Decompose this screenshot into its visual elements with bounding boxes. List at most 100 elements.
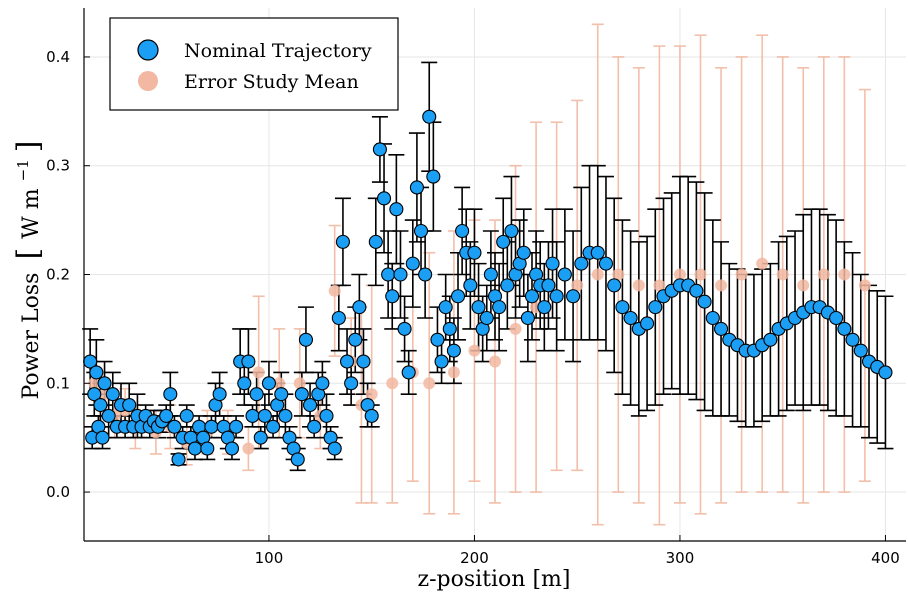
error-study-point: [423, 377, 436, 390]
x-tick-label: 100: [255, 549, 284, 567]
nominal-point: [566, 289, 581, 304]
nominal-point: [302, 397, 318, 413]
nominal-point: [492, 300, 507, 315]
error-study-point: [735, 268, 748, 281]
nominal-point: [689, 283, 704, 298]
error-study-point: [273, 377, 286, 390]
nominal-point: [537, 300, 552, 315]
nominal-point: [422, 109, 437, 124]
nominal-point: [274, 387, 289, 402]
nominal-markers: [83, 109, 893, 467]
y-tick-label: 0.2: [46, 266, 70, 284]
error-study-point: [653, 279, 666, 292]
nominal-point: [705, 310, 720, 326]
error-study-point: [756, 257, 769, 270]
legend-label-nominal: Nominal Trajectory: [184, 40, 372, 62]
nominal-point: [372, 142, 387, 157]
error-study-point: [776, 268, 789, 281]
nominal-point: [253, 430, 268, 445]
nominal-point: [504, 223, 519, 239]
error-study-point: [838, 268, 851, 281]
nominal-point: [385, 289, 400, 304]
nominal-point: [257, 408, 272, 423]
nominal-point: [241, 354, 256, 369]
nominal-point: [516, 245, 531, 260]
nominal-point: [697, 294, 712, 309]
error-study-point: [468, 344, 481, 357]
nominal-point: [463, 278, 478, 293]
x-axis-label: z-position [m]: [418, 567, 571, 592]
nominal-point: [327, 441, 342, 456]
nominal-point: [541, 278, 556, 293]
error-study-point: [242, 442, 255, 455]
nominal-point: [294, 387, 309, 402]
error-study-point: [715, 279, 728, 292]
x-tick-label: 300: [666, 549, 695, 567]
nominal-point: [426, 169, 441, 184]
error-study-point: [632, 279, 645, 292]
error-study-point: [88, 377, 101, 390]
nominal-point: [845, 332, 860, 347]
nominal-point: [467, 245, 482, 260]
y-tick-label: 0.1: [46, 374, 70, 392]
nominal-point: [389, 202, 404, 217]
nominal-point: [339, 354, 355, 369]
nominal-point: [163, 387, 178, 402]
error-study-point: [797, 279, 810, 292]
nominal-point: [171, 452, 186, 467]
legend-marker-error: [138, 71, 158, 91]
nominal-point: [319, 408, 334, 423]
nominal-point: [520, 310, 535, 326]
nominal-point: [344, 376, 359, 391]
nominal-point: [315, 376, 330, 391]
nominal-point: [93, 397, 108, 413]
error-study-point: [509, 322, 522, 335]
nominal-point: [237, 376, 252, 391]
nominal-point: [590, 245, 605, 260]
nominal-point: [430, 332, 445, 347]
nominal-point: [418, 267, 433, 282]
error-study-point: [328, 284, 341, 297]
y-axis-label: Power Loss [ W m −1 ]: [9, 141, 46, 400]
nominal-point: [496, 234, 511, 249]
error-study-point: [591, 268, 604, 281]
nominal-point: [393, 267, 408, 282]
y-tick-label: 0.0: [46, 483, 70, 501]
error-study-point: [365, 388, 378, 401]
error-study-point: [571, 279, 584, 292]
error-study-point: [817, 268, 830, 281]
nominal-point: [105, 387, 120, 402]
error-study-point: [673, 268, 686, 281]
nominal-point: [640, 316, 655, 331]
nominal-point: [524, 289, 540, 304]
svg-text:Power Loss [ W m: Power Loss [ W m −1 ]: [9, 141, 46, 400]
nominal-point: [455, 223, 470, 239]
nominal-point: [331, 310, 346, 326]
nominal-point: [249, 387, 264, 402]
nominal-point: [89, 365, 104, 380]
y-axis-label-main: Power Loss: [19, 273, 44, 400]
nominal-point: [615, 300, 630, 315]
nominal-point: [648, 300, 663, 315]
nominal-point: [204, 419, 219, 434]
nominal-point: [335, 234, 350, 249]
nominal-point: [364, 408, 379, 423]
nominal-point: [483, 267, 498, 282]
nominal-point: [574, 256, 589, 271]
axes: [83, 8, 906, 542]
nominal-point: [405, 256, 420, 271]
error-study-point: [612, 268, 625, 281]
y-tick-labels: 0.0 0.1 0.2 0.3 0.4: [46, 48, 70, 501]
nominal-point: [837, 321, 852, 336]
nominal-point: [224, 441, 240, 456]
y-tick-label: 0.4: [46, 48, 70, 66]
nominal-point: [122, 397, 137, 413]
nominal-point: [713, 321, 729, 336]
error-study-point: [489, 355, 501, 368]
nominal-point: [479, 310, 494, 326]
nominal-point: [381, 267, 396, 282]
nominal-point: [401, 365, 416, 380]
nominal-point: [763, 332, 778, 347]
nominal-point: [409, 180, 424, 195]
nominal-point: [298, 332, 313, 347]
